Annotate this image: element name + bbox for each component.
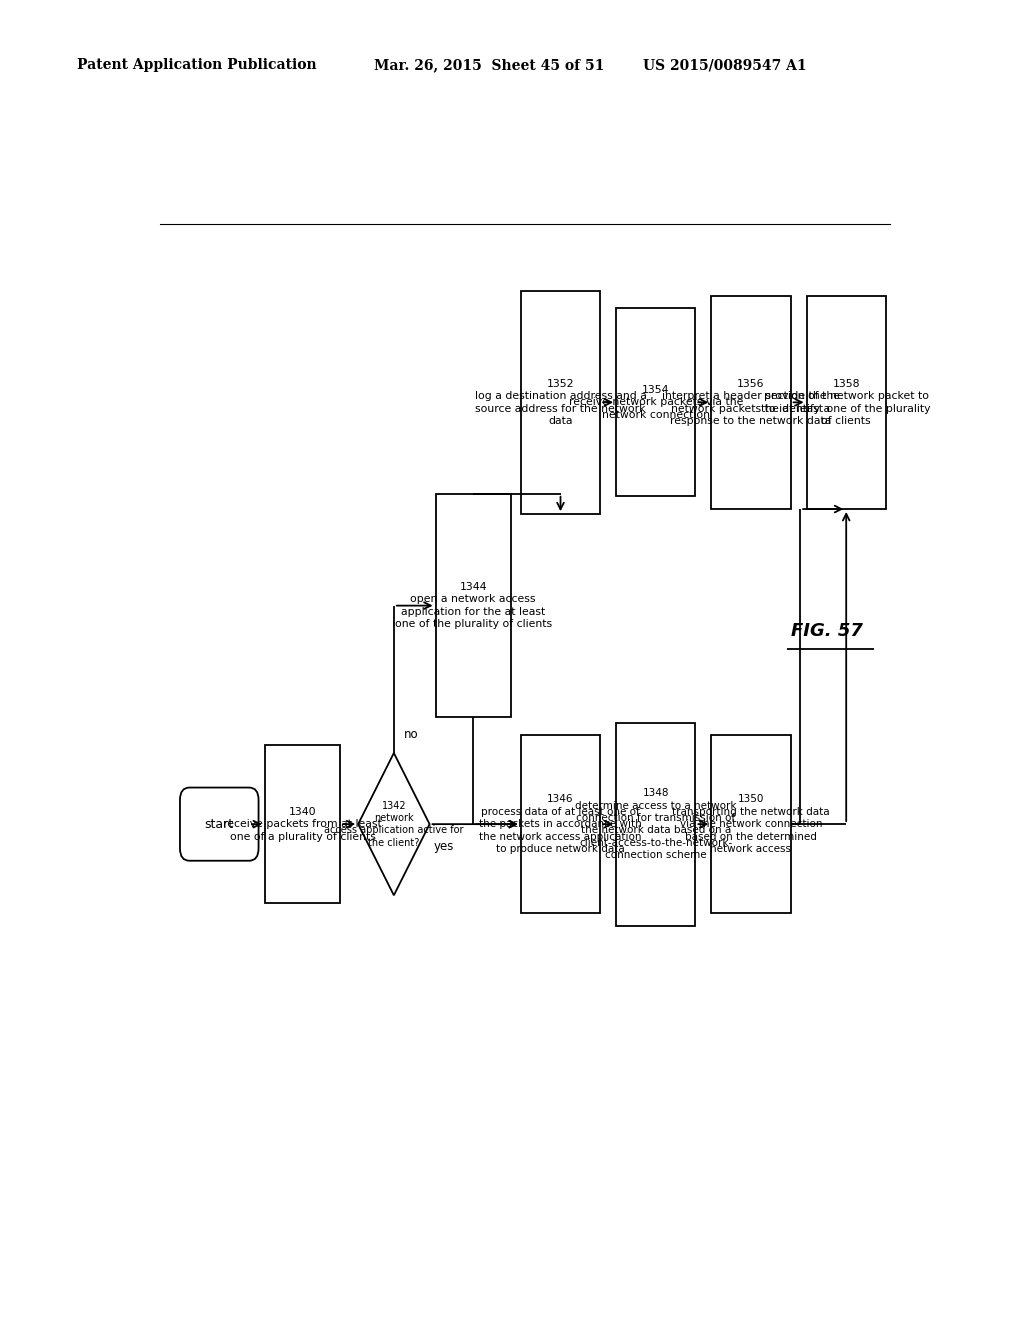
Text: 1344
open a network access
application for the at least
one of the plurality of : 1344 open a network access application f… (394, 582, 552, 630)
Text: 1348
determine access to a network
connection for transmission of
the network da: 1348 determine access to a network conne… (575, 788, 736, 861)
Text: start: start (205, 817, 233, 830)
Text: Patent Application Publication: Patent Application Publication (77, 58, 316, 73)
Text: US 2015/0089547 A1: US 2015/0089547 A1 (643, 58, 807, 73)
Polygon shape (358, 752, 430, 895)
Bar (616, 309, 695, 496)
Bar (435, 494, 511, 718)
Text: 1342
network
access application active for
the client?: 1342 network access application active f… (325, 800, 464, 847)
Bar (712, 735, 791, 913)
Bar (521, 290, 600, 515)
Bar (807, 296, 886, 510)
Text: FIG. 57: FIG. 57 (791, 622, 862, 640)
Text: 1356
interpret a header section of the
network packets to identify a
response to: 1356 interpret a header section of the n… (662, 379, 840, 426)
Text: no: no (403, 727, 418, 741)
Text: 1340
receive packets from at least
one of a plurality of clients: 1340 receive packets from at least one o… (223, 807, 382, 842)
Bar (521, 735, 600, 913)
Text: 1350
transporting the network data
via the network connection
based on the deter: 1350 transporting the network data via t… (672, 795, 829, 854)
Text: 1358
provide the network packet to
the at least one of the plurality
of clients: 1358 provide the network packet to the a… (762, 379, 931, 426)
Text: 1354
receive network packets via the
network connection: 1354 receive network packets via the net… (568, 385, 743, 420)
Text: 1352
log a destination address and a
source address for the network
data: 1352 log a destination address and a sou… (474, 379, 646, 426)
Text: Mar. 26, 2015  Sheet 45 of 51: Mar. 26, 2015 Sheet 45 of 51 (374, 58, 604, 73)
Text: 1346
process data of at least one of
the packets in accordance with
the network : 1346 process data of at least one of the… (479, 795, 642, 854)
FancyBboxPatch shape (180, 788, 258, 861)
Text: yes: yes (434, 840, 454, 853)
Bar (712, 296, 791, 510)
Bar (616, 722, 695, 925)
Bar (265, 746, 340, 903)
